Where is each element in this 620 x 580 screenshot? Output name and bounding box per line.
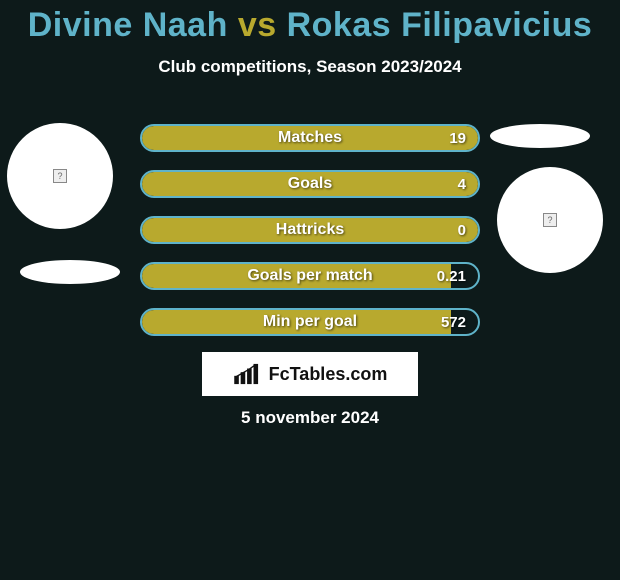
- stat-value-right: 4: [458, 176, 466, 193]
- stat-value-right: 19: [449, 130, 466, 147]
- stat-value-right: 0.21: [437, 268, 466, 285]
- placeholder-icon: ?: [543, 213, 557, 227]
- stats-panel: Matches 19 Goals 4 Hattricks 0 Goals per match…: [140, 124, 480, 354]
- stat-row: Matches 19: [140, 124, 480, 152]
- stat-value-right: 0: [458, 222, 466, 239]
- subtitle: Club competitions, Season 2023/2024: [0, 57, 620, 77]
- page-title: Divine Naah vs Rokas Filipavicius: [0, 0, 620, 45]
- stat-label: Goals: [288, 175, 332, 193]
- brand-text: FcTables.com: [269, 364, 388, 385]
- stat-row: Goals per match 0.21: [140, 262, 480, 290]
- stat-label: Hattricks: [276, 221, 344, 239]
- stat-label: Min per goal: [263, 313, 357, 331]
- stat-value-right: 572: [441, 314, 466, 331]
- stat-row: Goals 4: [140, 170, 480, 198]
- stat-row: Hattricks 0: [140, 216, 480, 244]
- stat-label: Goals per match: [247, 267, 372, 285]
- title-player2: Rokas Filipavicius: [287, 6, 593, 44]
- player-right-avatar: ?: [497, 167, 603, 273]
- bars-icon: [233, 363, 263, 385]
- title-player1: Divine Naah: [28, 6, 228, 44]
- player-left-avatar: ?: [7, 123, 113, 229]
- player-left-shadow: [20, 260, 120, 284]
- title-vs: vs: [238, 6, 277, 44]
- stat-label: Matches: [278, 129, 342, 147]
- placeholder-icon: ?: [53, 169, 67, 183]
- date-text: 5 november 2024: [241, 408, 379, 428]
- brand-badge: FcTables.com: [202, 352, 418, 396]
- player-right-shadow: [490, 124, 590, 148]
- stat-row: Min per goal 572: [140, 308, 480, 336]
